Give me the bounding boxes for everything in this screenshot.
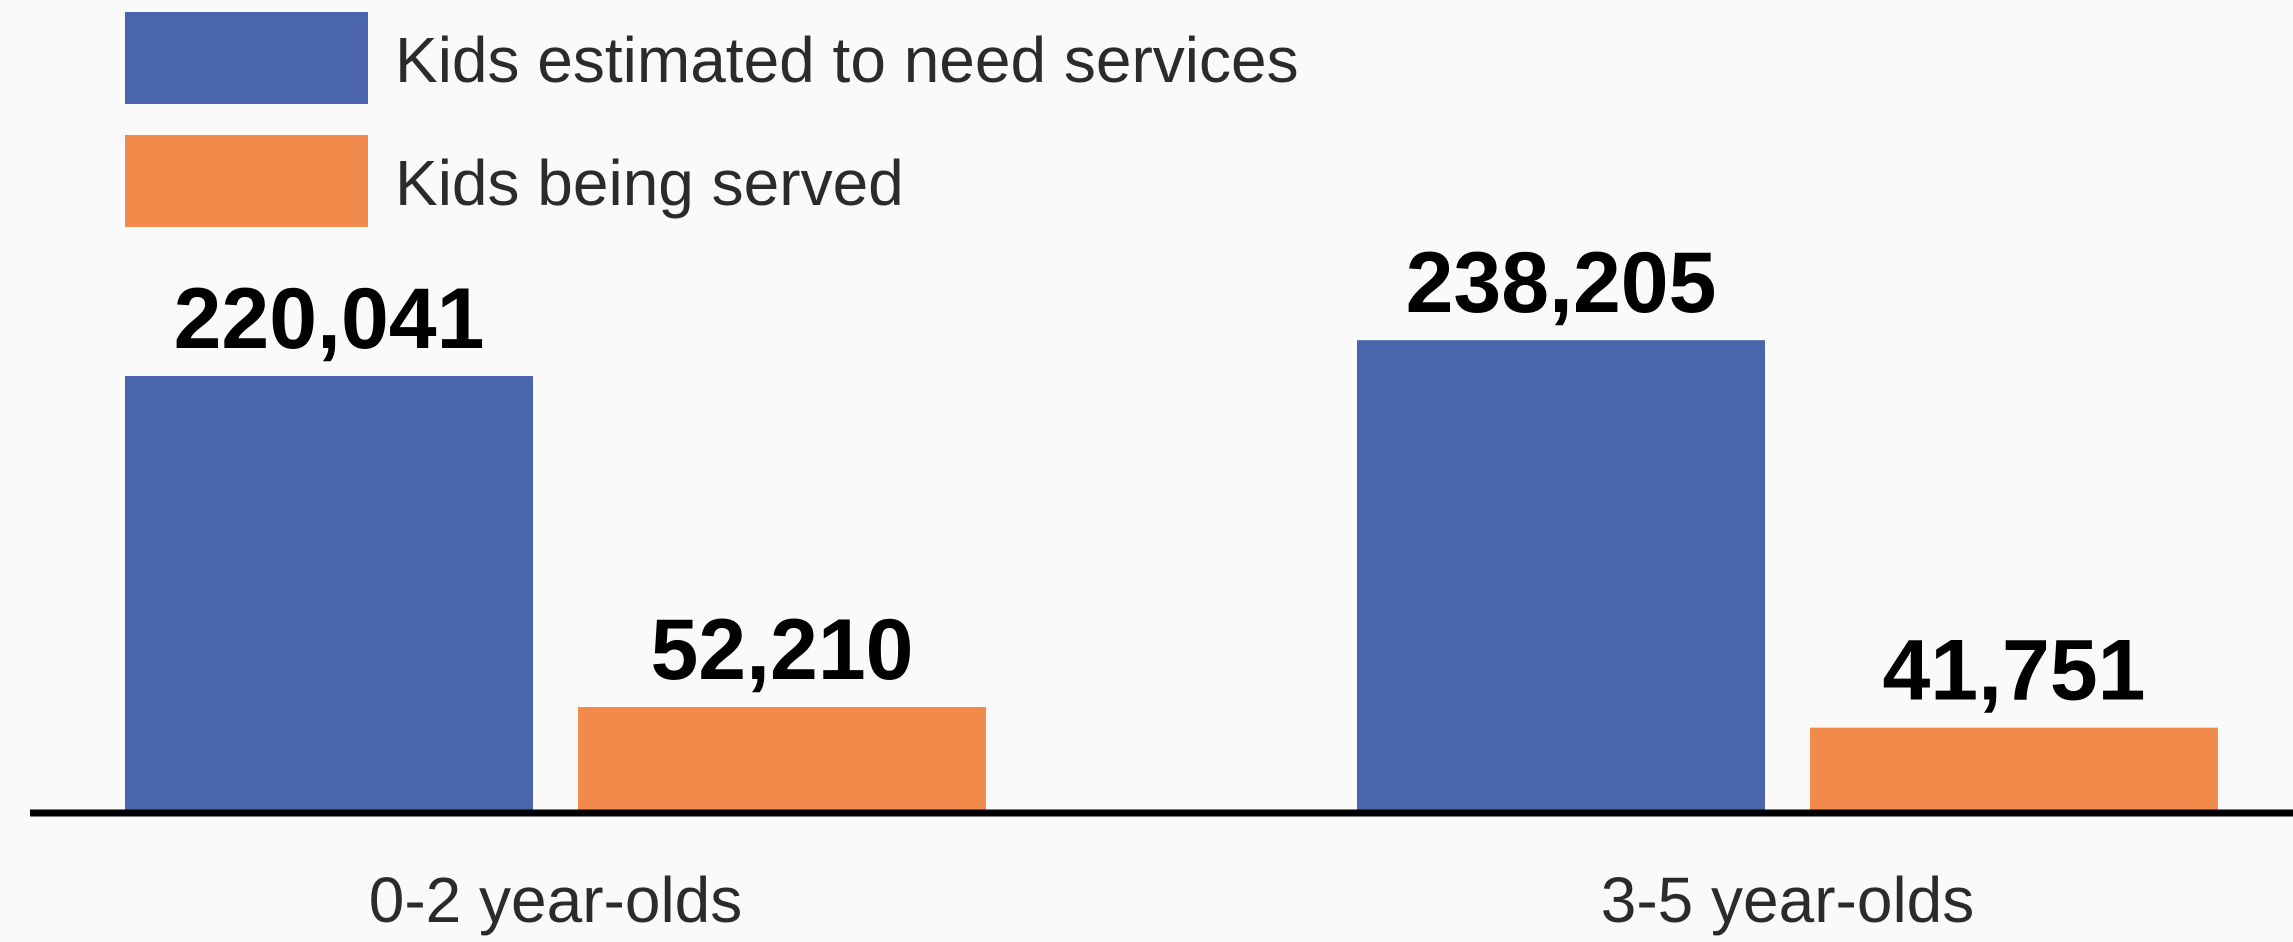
- bar-0-2-year-olds-series-1: [578, 707, 986, 810]
- legend-label-being-served: Kids being served: [395, 147, 904, 219]
- category-label-0-2-year-olds: 0-2 year-olds: [369, 864, 743, 936]
- bar-3-5-year-olds-series-1: [1810, 727, 2218, 810]
- legend: Kids estimated to need services Kids bei…: [125, 12, 1299, 227]
- bar-3-5-year-olds-series-0: [1357, 340, 1765, 810]
- category-labels-group: 0-2 year-olds 3-5 year-olds: [369, 864, 1975, 936]
- bar-0-2-year-olds-series-0: [125, 376, 533, 810]
- legend-swatch-need-services: [125, 12, 368, 104]
- legend-item-being-served: Kids being served: [125, 135, 904, 227]
- value-label-0-2-year-olds-series-0: 220,041: [174, 271, 485, 367]
- legend-swatch-being-served: [125, 135, 368, 227]
- value-label-3-5-year-olds-series-0: 238,205: [1406, 235, 1717, 331]
- value-label-0-2-year-olds-series-1: 52,210: [650, 602, 913, 698]
- bars-group: [125, 340, 2218, 810]
- value-label-3-5-year-olds-series-1: 41,751: [1882, 623, 2145, 719]
- legend-item-need-services: Kids estimated to need services: [125, 12, 1299, 104]
- value-labels-group: 220,041 52,210 238,205 41,751: [174, 235, 2146, 718]
- legend-label-need-services: Kids estimated to need services: [395, 24, 1299, 96]
- category-label-3-5-year-olds: 3-5 year-olds: [1601, 864, 1975, 936]
